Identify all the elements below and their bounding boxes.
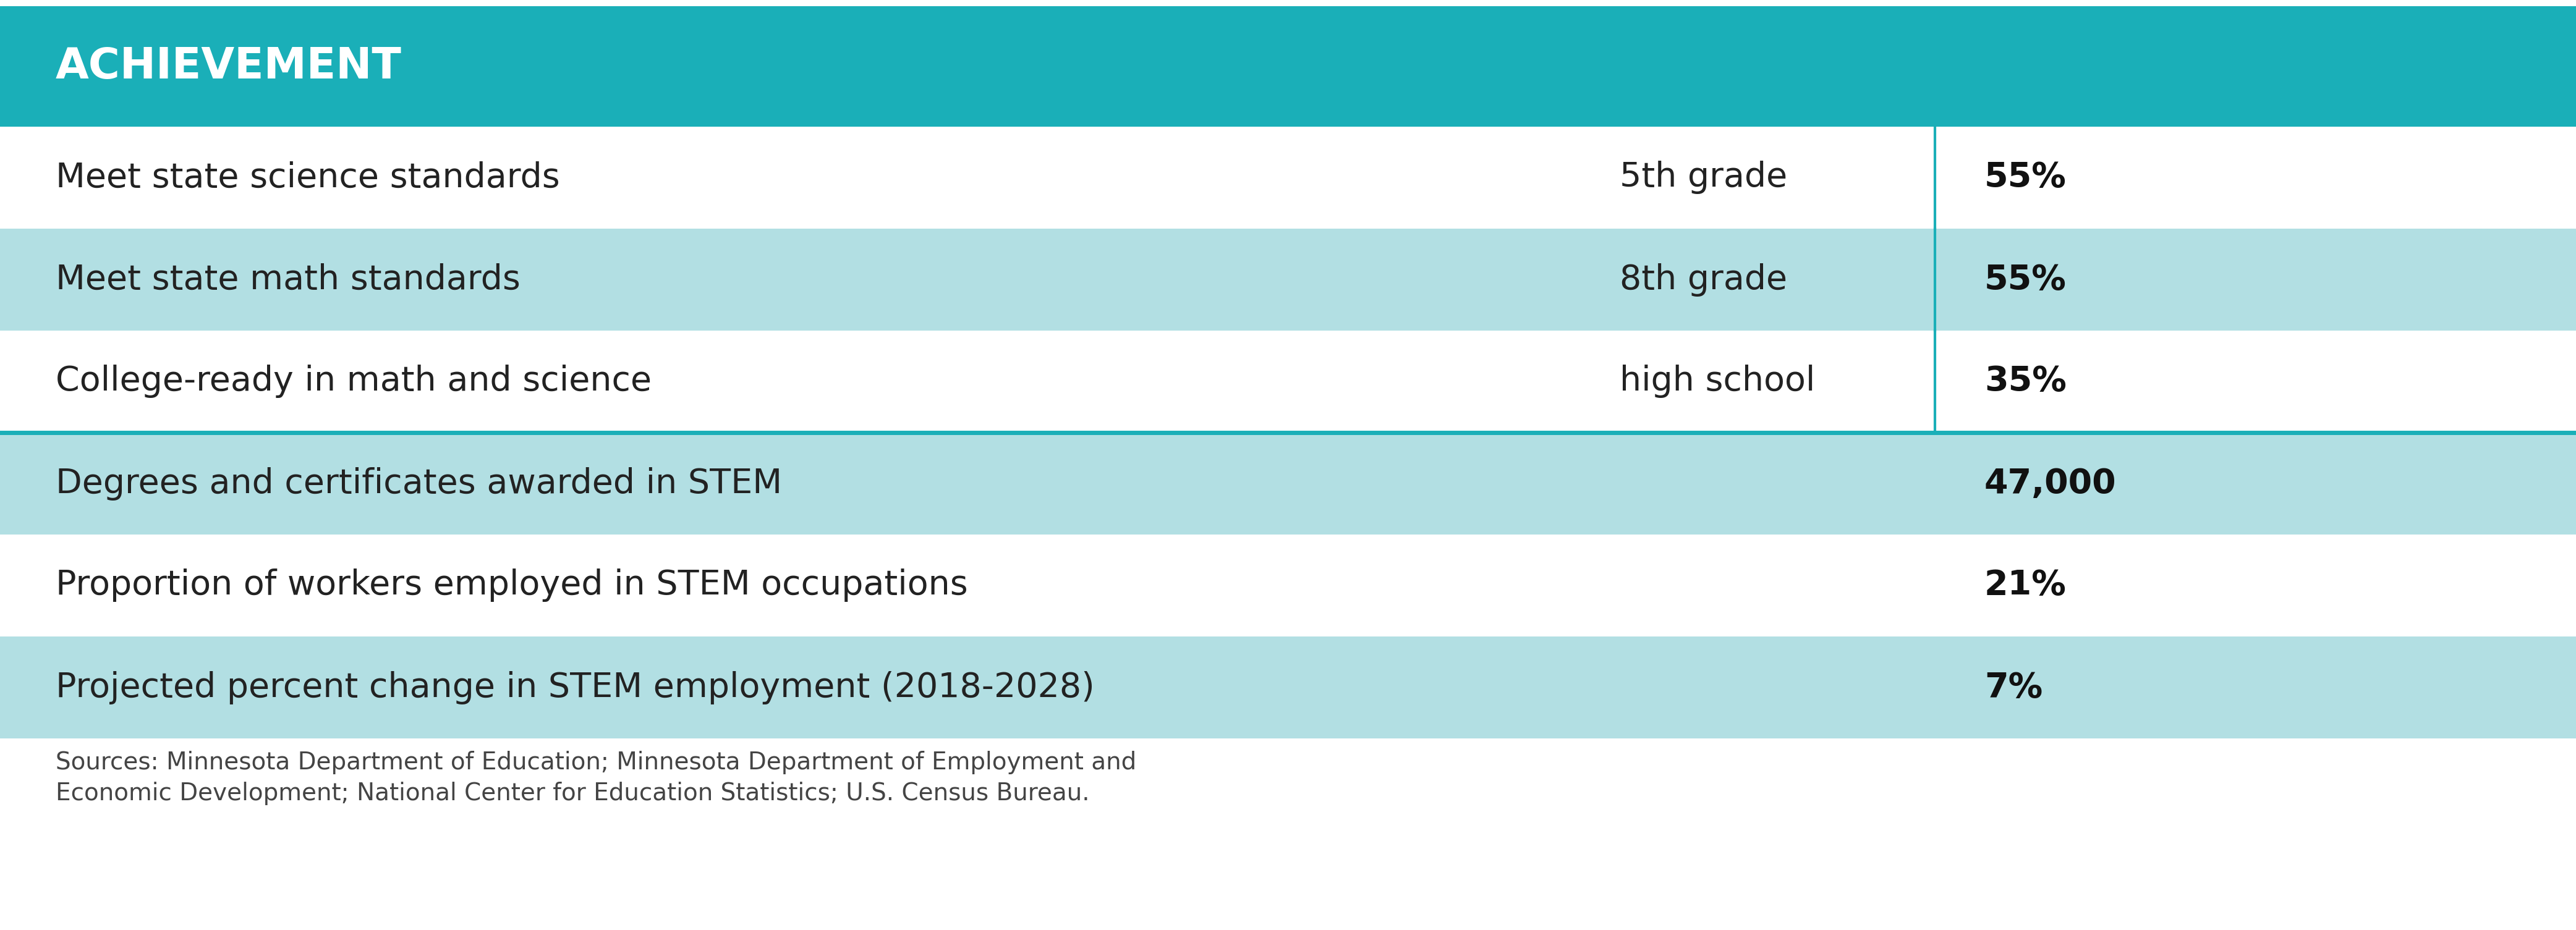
Text: Projected percent change in STEM employment (2018-2028): Projected percent change in STEM employm… — [57, 671, 1095, 704]
Text: Proportion of workers employed in STEM occupations: Proportion of workers employed in STEM o… — [57, 569, 969, 603]
Bar — [0, 330, 2576, 432]
Bar — [0, 535, 2576, 636]
Bar — [0, 636, 2576, 738]
Bar — [0, 229, 2576, 330]
Text: high school: high school — [1620, 365, 1816, 398]
Text: 7%: 7% — [1984, 671, 2043, 704]
Text: 35%: 35% — [1984, 365, 2066, 398]
Text: College-ready in math and science: College-ready in math and science — [57, 365, 652, 398]
Text: 55%: 55% — [1984, 263, 2066, 297]
Text: 21%: 21% — [1984, 569, 2066, 603]
Bar — [0, 126, 2576, 229]
Text: 55%: 55% — [1984, 161, 2066, 194]
Text: 8th grade: 8th grade — [1620, 263, 1788, 297]
Text: Degrees and certificates awarded in STEM: Degrees and certificates awarded in STEM — [57, 467, 783, 500]
Bar — [0, 432, 2576, 535]
Bar — [0, 7, 2576, 126]
Text: Meet state science standards: Meet state science standards — [57, 161, 559, 194]
Text: Sources: Minnesota Department of Education; Minnesota Department of Employment a: Sources: Minnesota Department of Educati… — [57, 751, 1136, 805]
Text: ACHIEVEMENT: ACHIEVEMENT — [57, 46, 402, 87]
Text: 5th grade: 5th grade — [1620, 161, 1788, 194]
Text: Meet state math standards: Meet state math standards — [57, 263, 520, 297]
Text: 47,000: 47,000 — [1984, 467, 2117, 500]
